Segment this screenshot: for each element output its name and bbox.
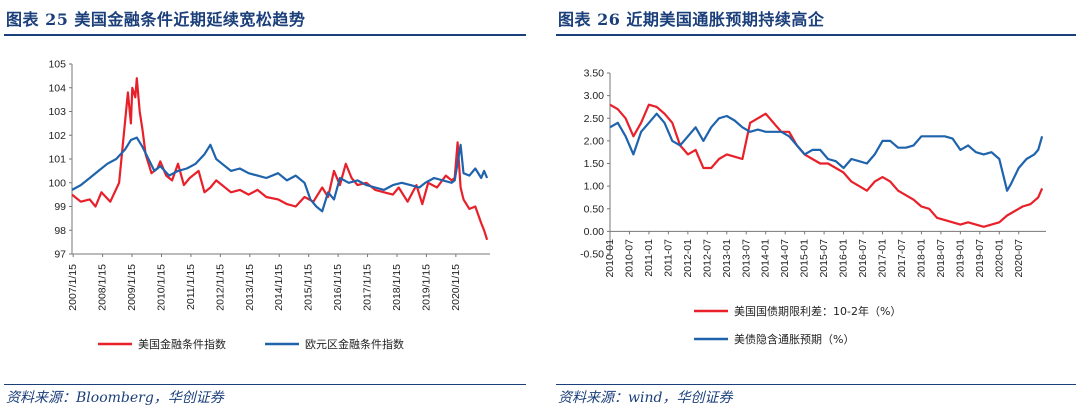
y-tick-label: 0.50 (584, 203, 605, 215)
right-panel: 图表 26 近期美国通胀预期持续高企 -0.50 0.00 0.50 1.00 1.50… (552, 0, 1080, 412)
x-tick-label: 2014/1/15 (273, 264, 285, 311)
x-tick-label: 2017-01 (877, 239, 889, 278)
left-panel: 图表 25 美国金融条件近期延续宽松趋势 97 98 99 100 101 102 103 1… (0, 0, 530, 412)
x-tick-label: 2011/1/15 (185, 264, 197, 310)
legend-label-2: 美债隐含通胀预期（%） (734, 332, 854, 346)
x-tick-label: 2016-01 (838, 239, 850, 278)
y-tick-label: 1.00 (584, 181, 605, 193)
x-tick-label: 2014-01 (760, 239, 772, 278)
y-tick-label: 104 (48, 82, 66, 94)
right-chart-title: 图表 26 近期美国通胀预期持续高企 (558, 10, 825, 29)
x-tick-label: 2016-07 (857, 239, 869, 278)
y-tick-label: 3.50 (584, 68, 605, 80)
x-tick-label: 2020-07 (1013, 239, 1025, 278)
y-tick-label: 105 (48, 59, 66, 71)
x-tick-label: 2018/1/15 (391, 264, 403, 311)
x-tick-label: 2020-01 (993, 239, 1005, 278)
x-tick-label: 2016/1/15 (332, 264, 344, 311)
x-tick-label: 2010/1/15 (155, 264, 167, 311)
x-tick-label: 2007/1/15 (67, 264, 79, 311)
series-line-1 (609, 103, 1044, 228)
x-tick-label: 2015-07 (818, 239, 830, 278)
y-tick-label: -0.50 (580, 249, 604, 261)
x-tick-label: 2017/1/15 (362, 264, 374, 311)
legend-label-1: 美国国债期限利差：10-2年（%） (734, 304, 901, 318)
x-tick-label: 2008/1/15 (97, 264, 109, 311)
x-tick-label: 2015-01 (799, 239, 811, 278)
x-tick-label: 2010-01 (604, 239, 616, 278)
right-chart: -0.50 0.00 0.50 1.00 1.50 2.00 2.50 3.00 3.50 201… (580, 68, 1046, 346)
y-tick-label: 97 (54, 249, 66, 261)
left-chart-title: 图表 25 美国金融条件近期延续宽松趋势 (6, 10, 306, 29)
y-tick-label: 98 (54, 225, 66, 237)
series-line-1 (71, 77, 489, 241)
y-tick-label: 99 (54, 201, 66, 213)
right-footer-rule (556, 384, 1076, 385)
y-tick-label: 1.50 (584, 158, 605, 170)
y-tick-label: 102 (48, 130, 66, 142)
left-chart: 97 98 99 100 101 102 103 104 105 2007/1/15 2008/1/… (48, 59, 490, 351)
x-tick-label: 2015/1/15 (303, 264, 315, 311)
x-tick-label: 2010-07 (623, 239, 635, 278)
x-tick-label: 2011-07 (662, 239, 674, 277)
x-tick-label: 2013-07 (740, 239, 752, 278)
y-tick-label: 0.00 (584, 226, 605, 238)
x-tick-label: 2019/1/15 (420, 264, 432, 311)
left-source-note: 资料来源：Bloomberg，华创证券 (6, 390, 224, 406)
y-tick-label: 103 (48, 106, 66, 118)
x-tick-label: 2019-07 (974, 239, 986, 278)
y-tick-label: 3.00 (584, 90, 605, 102)
x-tick-label: 2020/1/15 (450, 264, 462, 311)
series-line-2 (609, 112, 1044, 192)
series-line-2 (71, 136, 489, 213)
y-tick-label: 100 (48, 177, 66, 189)
x-tick-label: 2018-07 (935, 239, 947, 278)
x-tick-label: 2018-01 (915, 239, 927, 278)
x-tick-label: 2013/1/15 (244, 264, 256, 311)
x-tick-label: 2017-07 (896, 239, 908, 278)
right-source-note: 资料来源：wind，华创证券 (558, 390, 733, 406)
y-tick-label: 101 (48, 154, 66, 166)
left-title-rule (4, 34, 526, 36)
x-tick-label: 2012-01 (682, 239, 694, 278)
y-tick-label: 2.50 (584, 113, 605, 125)
x-tick-label: 2013-01 (721, 239, 733, 278)
x-tick-label: 2009/1/15 (126, 264, 138, 311)
x-tick-label: 2014-07 (779, 239, 791, 278)
x-tick-label: 2019-01 (954, 239, 966, 278)
legend-label-1: 美国金融条件指数 (138, 337, 226, 351)
right-title-rule (556, 34, 1076, 36)
x-tick-label: 2012-07 (701, 239, 713, 278)
x-tick-label: 2012/1/15 (214, 264, 226, 311)
legend-label-2: 欧元区金融条件指数 (305, 337, 404, 351)
x-tick-label: 2011-01 (643, 239, 655, 277)
y-tick-label: 2.00 (584, 135, 605, 147)
left-footer-rule (4, 384, 526, 385)
